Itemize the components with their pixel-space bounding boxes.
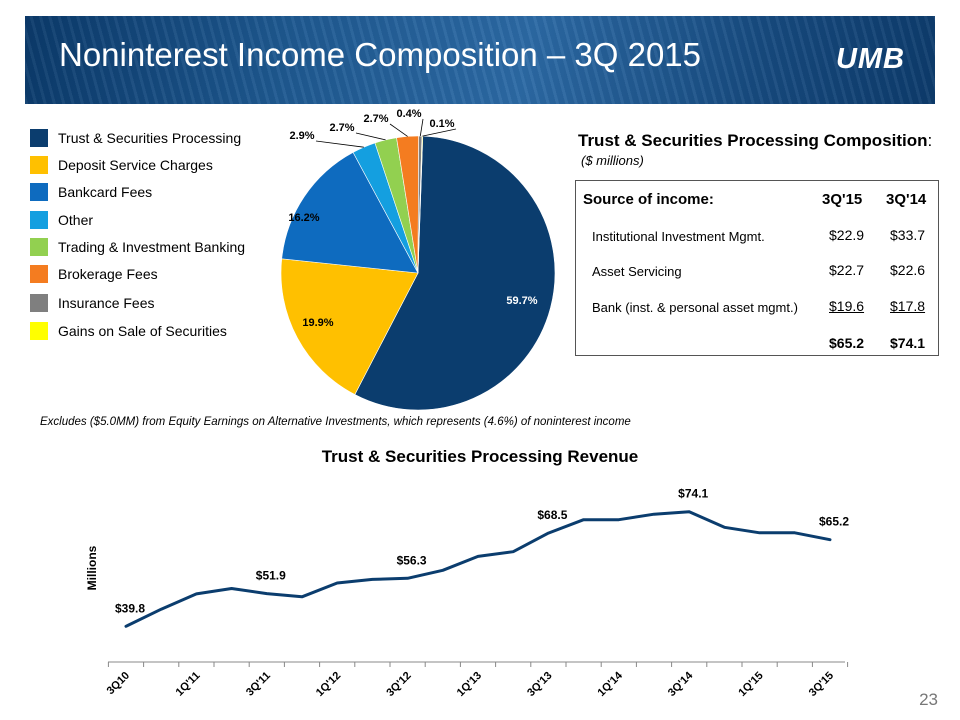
footnote: Excludes ($5.0MM) from Equity Earnings o…	[40, 416, 631, 428]
legend-swatch	[30, 238, 48, 256]
legend-item: Bankcard Fees	[30, 182, 290, 202]
legend-swatch	[30, 129, 48, 147]
composition-title-text: Trust & Securities Processing Compositio…	[578, 131, 928, 150]
pie-slice	[280, 258, 419, 395]
legend-swatch	[30, 265, 48, 283]
x-tick-label: 1Q'11	[174, 670, 203, 699]
pie-data-label: 2.9%	[289, 130, 314, 142]
legend-label: Trust & Securities Processing	[58, 130, 242, 146]
legend-label: Gains on Sale of Securities	[58, 323, 227, 339]
data-label: $68.5	[537, 508, 567, 522]
x-tick-label: 3Q'11	[244, 670, 273, 699]
legend-item: Gains on Sale of Securities	[30, 321, 290, 341]
table-row-value: $22.9	[829, 227, 865, 243]
data-label: $51.9	[256, 569, 286, 583]
header-banner: Noninterest Income Composition – 3Q 2015…	[25, 16, 935, 104]
pie-slice	[281, 151, 419, 274]
table-row-value: $22.6	[890, 262, 926, 278]
table-total-3q14: $74.1	[890, 335, 926, 351]
legend-item: Other	[30, 210, 290, 230]
legend-label: Insurance Fees	[58, 295, 155, 311]
table-row-label: Bank (inst. & personal asset mgmt.)	[592, 300, 798, 315]
table-row-value: $19.6	[829, 298, 865, 314]
legend-swatch	[30, 156, 48, 174]
legend-item: Insurance Fees	[30, 293, 290, 313]
data-label: $65.2	[819, 515, 849, 529]
composition-table: Source of income: 3Q'15 3Q'14 Institutio…	[575, 180, 939, 356]
pie-slice	[417, 135, 423, 274]
legend-swatch	[30, 183, 48, 201]
pie-data-label: 0.1%	[429, 118, 454, 130]
data-label: $56.3	[397, 553, 427, 567]
table-header-3q15: 3Q'15	[822, 191, 863, 208]
table-header-source: Source of income:	[583, 191, 714, 208]
pie-data-label: 59.7%	[506, 295, 537, 307]
legend-swatch	[30, 322, 48, 340]
table-row-label: Institutional Investment Mgmt.	[592, 229, 765, 244]
pie-slice	[374, 137, 419, 274]
pie-data-label: 0.4%	[396, 108, 421, 120]
page-title: Noninterest Income Composition – 3Q 2015	[59, 36, 702, 73]
x-tick-label: 1Q'13	[455, 670, 484, 699]
pie-slice	[354, 135, 556, 411]
legend-label: Bankcard Fees	[58, 184, 153, 200]
legend-label: Other	[58, 212, 94, 228]
x-tick-label: 1Q'15	[736, 670, 765, 699]
pie-slice	[396, 135, 419, 274]
header-texture	[25, 16, 935, 104]
pie-data-label: 19.9%	[302, 317, 333, 329]
legend-item: Brokerage Fees	[30, 264, 290, 284]
umb-logo: UMB	[835, 43, 905, 75]
legend-item: Trust & Securities Processing	[30, 128, 290, 148]
pie-leader-line	[355, 132, 386, 141]
pie-leader-line	[422, 128, 457, 137]
line-chart-title: Trust & Securities Processing Revenue	[321, 447, 639, 466]
table-row-value: $22.7	[829, 262, 865, 278]
composition-title-colon: :	[927, 131, 933, 150]
pie-data-label: 2.7%	[329, 122, 354, 134]
legend-label: Brokerage Fees	[58, 266, 158, 282]
legend-swatch	[30, 211, 48, 229]
x-tick-label: 3Q'12	[384, 670, 413, 699]
x-tick-label: 3Q'15	[807, 670, 836, 699]
pie-leader-line	[419, 118, 424, 137]
x-tick-label: 3Q'14	[666, 669, 696, 699]
pie-data-label: 2.7%	[363, 113, 388, 125]
table-header-3q14: 3Q'14	[886, 191, 927, 208]
x-tick-label: 1Q'12	[314, 670, 343, 699]
series-line	[124, 510, 832, 628]
legend-item: Deposit Service Charges	[30, 155, 290, 175]
pie-slice	[417, 135, 424, 274]
x-tick-label: 3Q'13	[525, 670, 554, 699]
table-row-value: $33.7	[890, 227, 926, 243]
data-label: $74.1	[678, 487, 708, 501]
pie-slice	[352, 142, 419, 274]
legend-label: Trading & Investment Banking	[58, 239, 246, 255]
pie-data-label: 16.2%	[288, 212, 319, 224]
pie-leader-line	[315, 140, 364, 148]
page-number: 23	[919, 690, 938, 709]
y-axis-label: Millions	[85, 545, 99, 590]
data-label: $39.8	[115, 601, 145, 615]
legend-item: Trading & Investment Banking	[30, 237, 290, 257]
table-total-3q15: $65.2	[829, 335, 865, 351]
table-row-value: $17.8	[890, 298, 926, 314]
legend-swatch	[30, 294, 48, 312]
pie-leader-line	[389, 123, 408, 137]
legend-label: Deposit Service Charges	[58, 157, 213, 173]
composition-subtitle: ($ millions)	[581, 153, 644, 168]
x-tick-label: 3Q10	[105, 670, 133, 698]
composition-title: Trust & Securities Processing Compositio…	[578, 131, 932, 151]
table-row-label: Asset Servicing	[592, 264, 682, 279]
x-tick-label: 1Q'14	[596, 669, 626, 699]
